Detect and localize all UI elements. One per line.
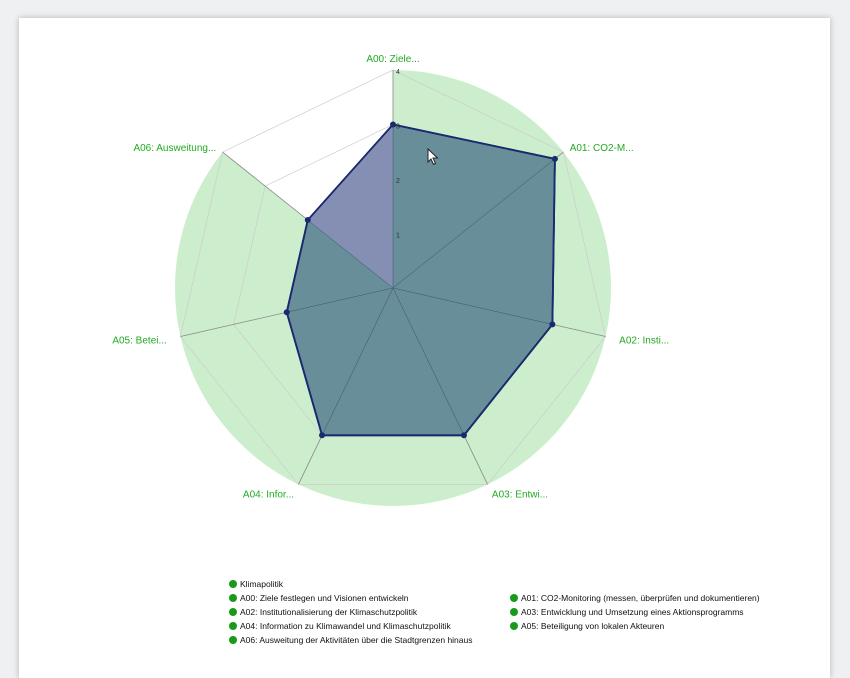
inner-spoke <box>392 287 553 325</box>
axis-label: A06: Ausweitung... <box>133 143 216 154</box>
tick-label: 3 <box>396 124 400 131</box>
legend-dot-icon <box>229 608 237 616</box>
tick-label: 1 <box>396 233 400 240</box>
legend-dot-icon <box>510 608 518 616</box>
legend-label: A05: Beteiligung von lokalen Akteuren <box>521 621 665 631</box>
data-point <box>551 155 558 162</box>
legend-dot-icon <box>229 622 237 630</box>
tick-label: 4 <box>396 69 400 76</box>
legend-item-a01[interactable]: A01: CO2-Monitoring (messen, überprüfen … <box>510 593 760 603</box>
legend-label: A03: Entwicklung und Umsetzung eines Akt… <box>521 607 744 617</box>
legend-item-series[interactable]: Klimapolitik <box>229 579 283 589</box>
data-point <box>390 121 396 128</box>
data-point <box>549 321 556 328</box>
data-point <box>283 309 290 316</box>
inner-spoke <box>286 287 394 313</box>
inner-spoke <box>307 219 394 289</box>
legend-item-a02[interactable]: A02: Institutionalisierung der Klimaschu… <box>229 607 417 617</box>
axis-label: A02: Insti... <box>619 336 669 347</box>
legend-label: Klimapolitik <box>240 579 283 589</box>
data-point <box>319 432 326 439</box>
axis-label: A03: Entwi... <box>492 489 548 500</box>
legend-dot-icon <box>510 622 518 630</box>
legend-label: A02: Institutionalisierung der Klimaschu… <box>240 607 418 617</box>
mouse-cursor-icon <box>427 148 439 166</box>
legend-item-a06[interactable]: A06: Ausweitung der Aktivitäten über die… <box>229 635 473 645</box>
radar-chart: 1 2 3 4 A00: Ziele... A01: CO2-M... A02: Insti… <box>112 54 669 506</box>
legend-item-a04[interactable]: A04: Information zu Klimawandel und Klim… <box>229 621 451 631</box>
grid-ring <box>180 69 606 485</box>
highlight-area <box>307 124 393 288</box>
axis-label: A05: Betei... <box>112 336 166 347</box>
legend-item-a03[interactable]: A03: Entwicklung und Umsetzung eines Akt… <box>510 607 744 617</box>
inner-spoke <box>321 287 394 436</box>
inner-spoke <box>392 158 556 289</box>
legend-dot-icon <box>229 636 237 644</box>
axis-label: A04: Infor... <box>243 489 294 500</box>
legend-item-a05[interactable]: A05: Beteiligung von lokalen Akteuren <box>510 621 664 631</box>
data-point <box>304 217 311 224</box>
chart-card: 1 2 3 4 A00: Ziele... A01: CO2-M... A02: Insti… <box>19 18 830 678</box>
legend-item-a00[interactable]: A00: Ziele festlegen und Visionen entwic… <box>229 593 409 603</box>
legend-label: A00: Ziele festlegen und Visionen entwic… <box>240 593 409 603</box>
legend-label: A06: Ausweitung der Aktivitäten über die… <box>240 635 473 645</box>
axis-label: A01: CO2-M... <box>570 143 634 154</box>
data-point <box>460 432 467 439</box>
legend-dot-icon <box>229 594 237 602</box>
tick-label: 2 <box>396 178 400 185</box>
series-line <box>285 123 556 437</box>
legend-dot-icon <box>510 594 518 602</box>
legend-dot-icon <box>229 580 237 588</box>
legend-label: A04: Information zu Klimawandel und Klim… <box>240 621 451 631</box>
legend-label: A01: CO2-Monitoring (messen, überprüfen … <box>521 593 760 603</box>
inner-spoke <box>392 287 465 436</box>
axis-label: A00: Ziele... <box>366 54 419 65</box>
